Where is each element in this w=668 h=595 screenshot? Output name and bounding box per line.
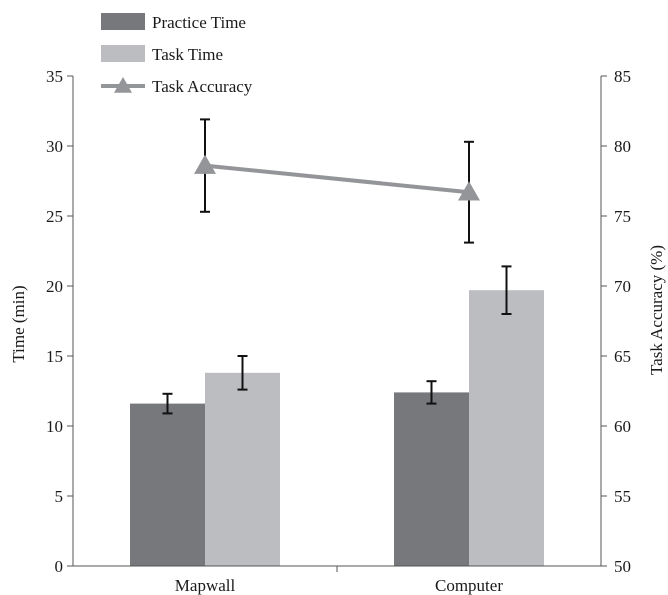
right-tick-label: 85	[614, 67, 631, 86]
right-axis: 50 55 60 65 70 75 80 85	[600, 67, 631, 576]
category-label: Computer	[435, 576, 503, 595]
left-tick-label: 30	[46, 137, 63, 156]
bar-practice-time	[394, 392, 469, 566]
legend-marker-task-accuracy	[114, 77, 132, 93]
accuracy-marker	[194, 154, 216, 174]
right-tick-label: 65	[614, 347, 631, 366]
category-label: Mapwall	[175, 576, 236, 595]
right-tick-label: 75	[614, 207, 631, 226]
accuracy-line-path	[204, 163, 470, 195]
left-axis: 0 5 10 15 20 25 30 35	[46, 67, 74, 576]
accuracy-marker	[458, 181, 480, 201]
legend-label-task-time: Task Time	[152, 45, 223, 64]
bar-practice-time	[130, 403, 205, 566]
left-tick-label: 35	[46, 67, 63, 86]
y2-axis-title: Task Accuracy (%)	[647, 245, 666, 375]
right-tick-label: 60	[614, 417, 631, 436]
right-tick-label: 80	[614, 137, 631, 156]
bar-task-time	[469, 290, 544, 566]
legend: Practice Time Task Time Task Accuracy	[101, 13, 253, 96]
legend-label-task-accuracy: Task Accuracy	[152, 77, 253, 96]
right-tick-label: 50	[614, 557, 631, 576]
accuracy-line	[194, 118, 480, 244]
bars	[130, 265, 544, 566]
left-tick-label: 25	[46, 207, 63, 226]
left-tick-label: 15	[46, 347, 63, 366]
legend-swatch-practice-time	[101, 13, 145, 30]
left-tick-label: 20	[46, 277, 63, 296]
right-tick-label: 70	[614, 277, 631, 296]
left-tick-label: 10	[46, 417, 63, 436]
x-axis: Mapwall Computer	[73, 565, 601, 595]
legend-swatch-task-time	[101, 45, 145, 62]
left-tick-label: 5	[55, 487, 64, 506]
legend-label-practice-time: Practice Time	[152, 13, 246, 32]
right-tick-label: 55	[614, 487, 631, 506]
left-tick-label: 0	[55, 557, 64, 576]
y-axis-title: Time (min)	[9, 285, 28, 362]
bar-task-time	[205, 372, 280, 566]
